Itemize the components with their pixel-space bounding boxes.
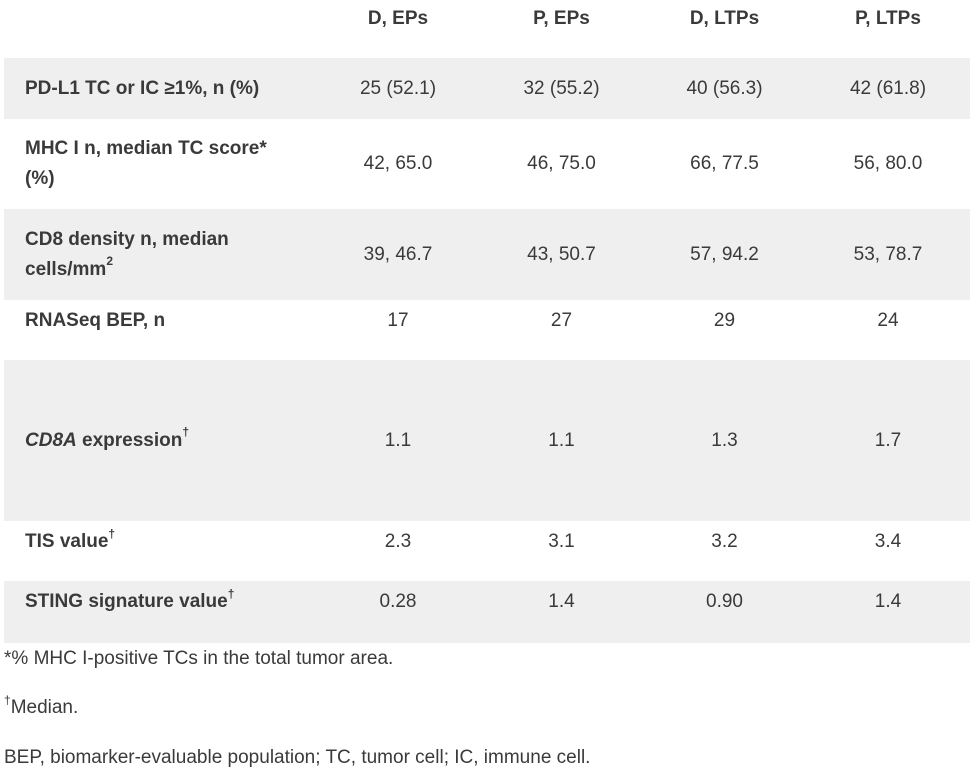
row-label-mhc: MHC I n, median TC score* (%) — [4, 119, 316, 209]
dagger-superscript: † — [4, 692, 11, 707]
cell: 66, 77.5 — [690, 153, 759, 174]
header-p-ltps: P, LTPs — [855, 8, 921, 29]
row-label-rest: expression — [76, 429, 183, 451]
row-label-pdl1: PD-L1 TC or IC ≥1%, n (%) — [25, 77, 260, 99]
row-label-line1: CD8 density n, median — [25, 228, 229, 250]
cell: 3.4 — [874, 531, 902, 552]
table-row: PD-L1 TC or IC ≥1%, n (%) 25 (52.1) 32 (… — [4, 58, 970, 119]
row-label-text: STING signature value — [25, 591, 228, 612]
row-label-text: TIS value — [25, 531, 109, 552]
row-label-sting: STING signature value† — [4, 581, 316, 643]
header-blank — [4, 0, 316, 58]
cell: 1.1 — [384, 429, 412, 451]
table-row: STING signature value† 0.28 1.4 0.90 1.4 — [4, 581, 970, 643]
cell: 24 — [877, 310, 899, 331]
cell: 53, 78.7 — [853, 243, 923, 265]
superscript: † — [227, 586, 235, 601]
cell: 1.7 — [874, 429, 902, 451]
footnote-median: †Median. — [4, 692, 79, 720]
header-p-eps: P, EPs — [533, 8, 590, 29]
cell: 27 — [550, 310, 573, 331]
header-row: D, EPs P, EPs D, LTPs P, LTPs — [4, 0, 970, 58]
row-label-rnaseq: RNASeq BEP, n — [25, 310, 166, 331]
cell: 43, 50.7 — [527, 243, 596, 265]
footnote-abbreviations: BEP, biomarker-evaluable population; TC,… — [4, 747, 591, 768]
row-label-cd8: CD8 density n, median cells/mm2 — [4, 209, 316, 300]
biomarker-table: D, EPs P, EPs D, LTPs P, LTPs PD-L1 TC o… — [4, 0, 970, 643]
superscript: † — [108, 526, 116, 541]
cell: 1.4 — [548, 591, 575, 612]
table-row: RNASeq BEP, n 17 27 29 24 — [4, 300, 970, 360]
table-row: TIS value† 2.3 3.1 3.2 3.4 — [4, 521, 970, 581]
cell: 46, 75.0 — [527, 153, 596, 174]
superscript: 2 — [106, 254, 114, 269]
header-d-ltps: D, LTPs — [689, 8, 760, 29]
cell: 1.3 — [711, 429, 738, 451]
cell: 39, 46.7 — [363, 243, 433, 265]
table-row: CD8A expression† 1.1 1.1 1.3 1.7 — [4, 360, 970, 521]
cell: 1.1 — [548, 429, 575, 451]
row-label-line2: cells/mm — [25, 258, 107, 280]
row-label-line2: (%) — [25, 168, 55, 189]
footnote-mhc: *% MHC I-positive TCs in the total tumor… — [4, 648, 394, 669]
cell: 0.90 — [706, 591, 743, 612]
cell: 1.4 — [874, 591, 902, 612]
cell: 3.1 — [548, 531, 575, 552]
row-label-cd8a: CD8A expression† — [4, 360, 316, 521]
table-row: CD8 density n, median cells/mm2 39, 46.7 … — [4, 209, 970, 300]
cell: 0.28 — [379, 591, 417, 612]
cell: 25 (52.1) — [359, 77, 437, 99]
table-row: MHC I n, median TC score* (%) 42, 65.0 46… — [4, 119, 970, 209]
row-label-italic: CD8A — [25, 429, 77, 451]
superscript: † — [182, 425, 190, 440]
cell: 2.3 — [384, 531, 412, 552]
cell: 17 — [387, 310, 409, 331]
cell: 42 (61.8) — [849, 77, 927, 99]
cell: 40 (56.3) — [686, 77, 763, 99]
cell: 56, 80.0 — [853, 153, 923, 174]
cell: 32 (55.2) — [523, 77, 600, 99]
row-label-line1: MHC I n, median TC score* — [25, 138, 267, 159]
row-label-tis: TIS value† — [4, 521, 316, 581]
cell: 3.2 — [711, 531, 738, 552]
cell: 29 — [713, 310, 736, 331]
header-d-eps: D, EPs — [367, 8, 429, 29]
footnote-median-text: Median. — [10, 697, 79, 718]
cell: 42, 65.0 — [363, 153, 433, 174]
cell: 57, 94.2 — [690, 243, 759, 265]
